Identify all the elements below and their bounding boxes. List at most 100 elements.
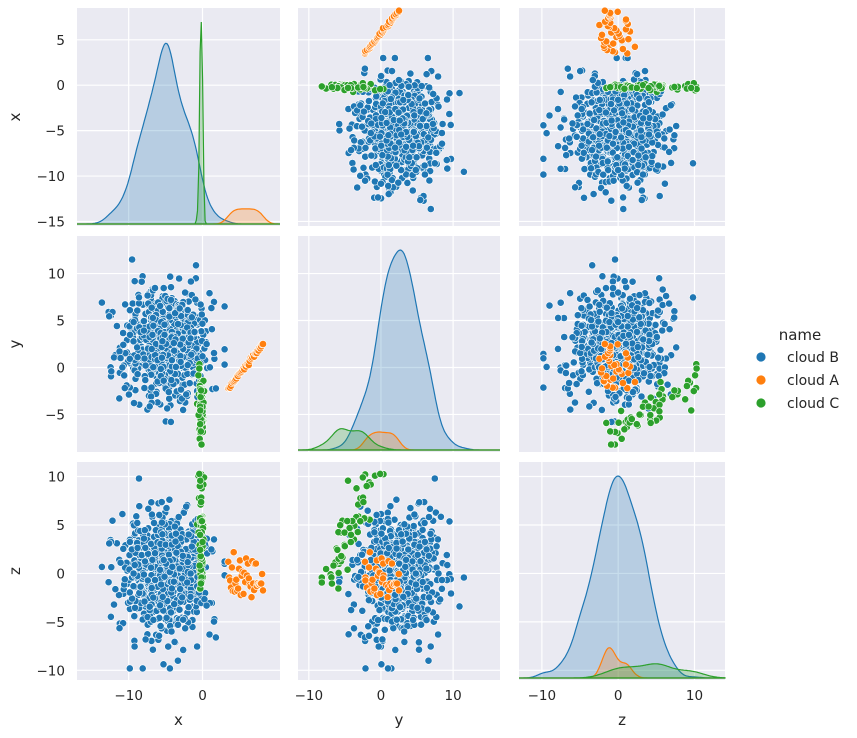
scatter-point (159, 376, 168, 385)
scatter-point (634, 161, 643, 169)
scatter-point (619, 118, 628, 127)
scatter-point (410, 111, 419, 120)
scatter-point (166, 417, 175, 426)
scatter-point (408, 186, 417, 195)
scatter-point (370, 528, 379, 537)
scatter-point (385, 81, 394, 90)
scatter-point (377, 72, 385, 80)
scatter-point (430, 474, 439, 483)
scatter-point (374, 616, 382, 624)
scatter-point (604, 166, 612, 174)
scatter-point (418, 526, 427, 534)
scatter-point (129, 318, 138, 326)
scatter-point (395, 6, 403, 15)
scatter-point (588, 76, 597, 84)
scatter-point (646, 411, 655, 419)
scatter-point (631, 378, 639, 386)
scatter-point (384, 518, 393, 527)
scatter-point (202, 601, 211, 610)
scatter-point (425, 593, 433, 602)
scatter-point (459, 573, 468, 582)
scatter-point (590, 116, 598, 124)
scatter-point (178, 593, 187, 602)
scatter-point (141, 376, 150, 384)
scatter-point (104, 578, 113, 587)
scatter-point (110, 600, 118, 609)
scatter-point (401, 562, 410, 571)
scatter-point (175, 564, 184, 573)
scatter-point (667, 158, 675, 167)
scatter-point (190, 327, 199, 336)
legend-label: cloud B (787, 350, 839, 366)
scatter-point (111, 585, 120, 594)
scatter-point (386, 502, 395, 511)
y-tick-label: 5 (56, 314, 65, 330)
scatter-point (655, 407, 664, 416)
scatter-point (665, 299, 673, 308)
scatter-point (322, 565, 330, 573)
scatter-point (585, 402, 594, 411)
scatter-point (159, 660, 168, 669)
scatter-point (125, 354, 134, 363)
scatter-point (424, 656, 433, 665)
scatter-point (438, 576, 446, 584)
scatter-point (390, 54, 399, 62)
scatter-point (609, 39, 618, 48)
scatter-point (377, 660, 386, 669)
scatter-point (539, 383, 548, 392)
scatter-point (560, 115, 569, 124)
scatter-point (132, 512, 141, 521)
scatter-point (133, 370, 142, 379)
scatter-point (183, 558, 192, 567)
scatter-point (571, 183, 579, 192)
scatter-point (445, 517, 454, 526)
scatter-point (417, 82, 426, 90)
scatter-point (329, 561, 338, 570)
scatter-point (398, 537, 407, 546)
scatter-point (181, 624, 190, 633)
scatter-point (614, 166, 622, 174)
scatter-point (410, 510, 419, 519)
scatter-point (138, 664, 147, 673)
scatter-point (438, 139, 446, 148)
scatter-point (422, 143, 431, 152)
scatter-point (420, 161, 429, 170)
scatter-point (422, 545, 431, 554)
x-tick-label: −10 (114, 688, 143, 704)
scatter-point (635, 291, 644, 299)
scatter-point (614, 418, 623, 427)
scatter-point (378, 635, 387, 644)
scatter-point (377, 114, 386, 122)
scatter-point (636, 126, 645, 135)
scatter-point (689, 293, 697, 302)
scatter-point (376, 85, 385, 93)
y-tick-label: 10 (48, 267, 65, 283)
scatter-point (196, 427, 205, 436)
scatter-point (257, 579, 266, 588)
scatter-point (577, 105, 586, 113)
scatter-point (595, 106, 604, 114)
panel-background (77, 8, 280, 226)
scatter-point (606, 83, 615, 92)
scatter-point (158, 337, 167, 346)
scatter-point (665, 325, 674, 334)
y-tick-label: 0 (56, 566, 65, 582)
scatter-point (164, 642, 173, 651)
scatter-point (422, 70, 431, 79)
legend-marker (755, 397, 767, 409)
scatter-point (340, 528, 349, 537)
scatter-point (129, 569, 138, 578)
scatter-point (366, 129, 375, 137)
scatter-point (414, 638, 423, 647)
scatter-point (613, 153, 622, 162)
scatter-point (358, 606, 367, 615)
scatter-point (110, 353, 118, 362)
scatter-point (158, 530, 167, 539)
scatter-point (186, 277, 195, 286)
scatter-point (159, 284, 168, 292)
scatter-point (445, 110, 454, 118)
scatter-point (638, 186, 646, 195)
scatter-point (556, 123, 565, 132)
scatter-point (186, 334, 195, 343)
scatter-point (160, 572, 169, 581)
